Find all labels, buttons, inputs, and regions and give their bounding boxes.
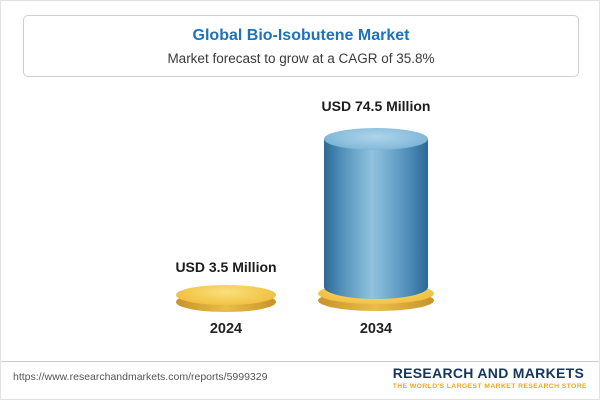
chart-title: Global Bio-Isobutene Market	[192, 26, 410, 44]
x-axis-label-2034: 2034	[359, 321, 393, 337]
brand-name: RESEARCH AND MARKETS	[392, 365, 585, 381]
bar-2034	[324, 139, 428, 299]
footer-divider	[1, 361, 599, 362]
x-axis-label-2024: 2024	[209, 321, 243, 337]
value-label-2034: USD 74.5 Million	[321, 98, 431, 114]
report-url: https://www.researchandmarkets.com/repor…	[13, 371, 268, 383]
brand-logo: RESEARCH AND MARKETS THE WORLD'S LARGEST…	[393, 365, 587, 390]
brand-tagline: THE WORLD'S LARGEST MARKET RESEARCH STOR…	[392, 383, 587, 390]
bar-2024	[176, 285, 276, 313]
bar-2034-top-ellipse	[324, 128, 428, 150]
chart-subtitle: Market forecast to grow at a CAGR of 35.…	[167, 50, 435, 66]
value-label-2024: USD 3.5 Million	[175, 259, 277, 275]
chart-header: Global Bio-Isobutene Market Market forec…	[23, 15, 579, 77]
bar-2024-top-ellipse	[176, 285, 276, 305]
